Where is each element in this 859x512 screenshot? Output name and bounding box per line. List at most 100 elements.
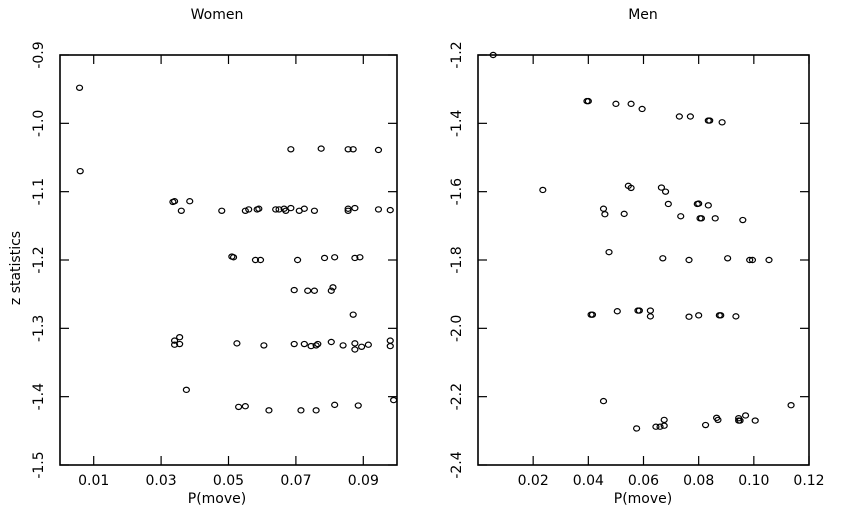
men-y-tick-label: -2.2 — [449, 383, 465, 410]
men-data-point — [612, 100, 620, 108]
men-data-point — [620, 210, 628, 218]
women-data-point — [272, 206, 280, 213]
women-y-tick-label: -1.3 — [31, 315, 47, 342]
women-y-tick-label: -1.1 — [31, 178, 47, 205]
men-y-tick-label: -1.4 — [449, 110, 465, 137]
women-data-point — [182, 386, 190, 394]
women-data-point — [76, 167, 84, 175]
men-data-point — [652, 423, 660, 430]
women-data-point — [300, 340, 308, 348]
men-data-point — [605, 248, 613, 256]
women-data-point — [255, 205, 263, 212]
women-data-point — [354, 402, 362, 409]
men-data-point — [584, 97, 592, 105]
women-data-point — [293, 256, 302, 264]
women-data-points — [75, 84, 398, 414]
women-x-tick-label: 0.03 — [146, 473, 177, 489]
men-x-tick-label: 0.10 — [738, 473, 769, 489]
men-data-point — [661, 188, 670, 195]
women-data-point — [327, 338, 335, 346]
women-data-point — [75, 84, 84, 92]
men-data-point — [695, 200, 703, 207]
men-data-points — [489, 51, 795, 432]
women-data-point — [170, 337, 179, 344]
men-title: Men — [628, 7, 658, 23]
women-data-point — [265, 407, 273, 414]
women-x-axis-label: P(move) — [188, 491, 246, 507]
men-y-tick-label: -1.6 — [449, 178, 465, 205]
women-data-point — [351, 346, 359, 353]
men-data-point — [701, 421, 710, 429]
men-x-axis-label: P(move) — [614, 491, 672, 507]
women-data-point — [329, 284, 337, 291]
women-data-point — [260, 342, 268, 349]
men-data-point — [739, 216, 747, 224]
women-data-point — [186, 198, 194, 205]
men-data-point — [635, 307, 643, 314]
women-data-point — [176, 340, 184, 348]
women-y-tick-label: -1.4 — [31, 383, 47, 410]
men-data-point — [741, 412, 750, 419]
men-x-tick-label: 0.06 — [628, 473, 659, 489]
men-data-point — [746, 256, 754, 264]
women-y-tick-label: -0.9 — [31, 41, 47, 68]
men-data-point — [588, 311, 597, 318]
women-data-point — [312, 342, 320, 349]
women-data-point — [275, 206, 283, 213]
women-data-point — [300, 205, 308, 212]
women-data-point — [349, 311, 357, 318]
men-data-point — [601, 211, 609, 218]
women-data-point — [339, 342, 347, 349]
women-y-axis-label: z statistics — [8, 231, 24, 305]
men-data-point — [657, 184, 666, 191]
men-data-point — [765, 256, 773, 264]
women-data-point — [229, 254, 238, 261]
men-data-point — [718, 119, 726, 126]
women-data-point — [331, 401, 339, 409]
men-y-tick-label: -1.8 — [449, 246, 465, 273]
women-data-point — [251, 256, 260, 264]
men-axis-ticks: 0.02 0.04 0.06 0.08 0.10 0.12 -2.4 -2.2 -2.0 -1.8… — [449, 41, 825, 489]
men-y-tick-label: -2.4 — [449, 451, 465, 478]
men-data-point — [748, 256, 757, 264]
women-data-point — [386, 337, 394, 344]
men-data-point — [724, 255, 732, 262]
women-data-point — [218, 207, 226, 214]
men-data-point — [599, 397, 608, 405]
men-data-point — [717, 312, 725, 319]
men-data-point — [599, 205, 608, 212]
women-data-point — [282, 207, 290, 214]
men-data-point — [751, 417, 759, 424]
women-x-tick-label: 0.07 — [280, 473, 311, 489]
men-data-point — [656, 423, 664, 430]
women-axis-ticks: 0.01 0.03 0.05 0.07 0.09 -1.5 -1.4 -1.3 -1.2 -1.1… — [31, 41, 397, 489]
men-data-point — [706, 117, 714, 124]
women-data-point — [317, 145, 325, 152]
men-plot-frame — [477, 54, 810, 466]
men-data-point — [704, 202, 712, 209]
women-data-point — [176, 334, 184, 341]
women-data-point — [351, 254, 359, 262]
women-data-point — [312, 407, 320, 414]
men-panel: Men P(move) 0.02 0.04 0.06 0.08 0.10 0.12 -2.4… — [449, 7, 825, 507]
women-plot-frame — [59, 54, 398, 466]
women-data-point — [386, 206, 394, 214]
men-data-point — [638, 105, 646, 113]
women-y-tick-label: -1.2 — [31, 246, 47, 273]
men-y-tick-label: -1.2 — [449, 41, 465, 68]
men-data-point — [675, 113, 683, 120]
men-data-point — [660, 422, 668, 429]
men-data-point — [787, 402, 795, 409]
women-data-point — [349, 146, 357, 153]
women-title: Women — [191, 7, 244, 23]
women-data-point — [314, 340, 322, 348]
women-x-tick-label: 0.09 — [348, 473, 379, 489]
women-data-point — [344, 146, 352, 153]
women-panel: Women z statistics P(move) 0.01 0.03 0.05 0… — [8, 7, 398, 507]
women-data-point — [331, 254, 339, 261]
men-x-tick-label: 0.02 — [518, 473, 549, 489]
men-data-point — [695, 312, 703, 319]
women-data-point — [170, 341, 179, 348]
women-data-point — [364, 341, 372, 348]
